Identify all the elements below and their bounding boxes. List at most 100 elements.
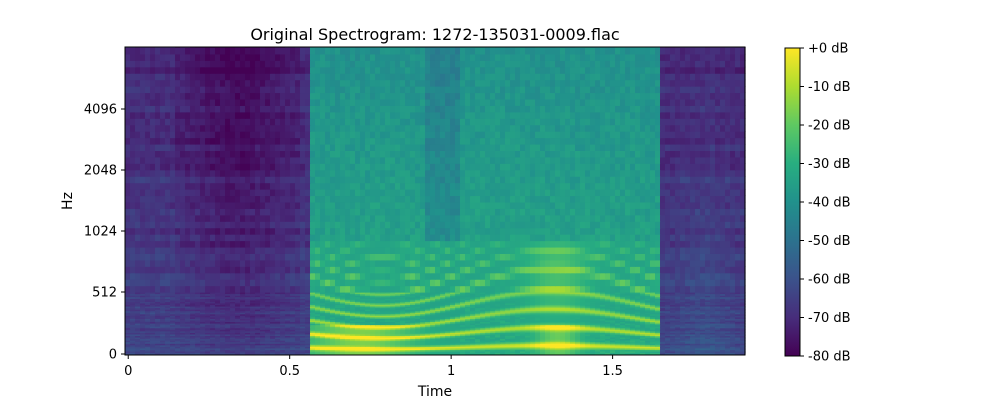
heatmap-cell	[560, 295, 566, 298]
heatmap-cell	[145, 318, 151, 321]
heatmap-cell	[250, 343, 256, 346]
heatmap-cell	[130, 352, 136, 355]
heatmap-cell	[325, 323, 331, 326]
heatmap-cell	[430, 292, 436, 295]
heatmap-cell	[700, 298, 706, 301]
heatmap-cell	[235, 338, 241, 341]
heatmap-cell	[355, 336, 361, 340]
heatmap-cell	[425, 335, 431, 338]
heatmap-cell	[420, 299, 426, 302]
heatmap-cell	[275, 285, 281, 293]
heatmap-cell	[260, 338, 266, 341]
heatmap-cell	[650, 295, 656, 298]
heatmap-cell	[310, 330, 316, 333]
heatmap-cell	[155, 333, 161, 336]
heatmap-cell	[165, 346, 171, 349]
heatmap-cell	[675, 336, 681, 340]
heatmap-cell	[605, 307, 611, 310]
heatmap-cell	[135, 321, 141, 324]
heatmap-cell	[480, 305, 486, 309]
heatmap-cell	[260, 312, 266, 315]
heatmap-cell	[185, 319, 191, 323]
heatmap-cell	[435, 296, 441, 299]
heatmap-cell	[140, 304, 146, 307]
heatmap-cell	[510, 310, 516, 313]
heatmap-cell	[405, 324, 411, 327]
heatmap-cell	[485, 304, 491, 307]
heatmap-cell	[480, 336, 486, 340]
heatmap-cell	[685, 312, 691, 315]
heatmap-cell	[575, 292, 581, 295]
heatmap-cell	[375, 352, 381, 355]
heatmap-cell	[430, 332, 436, 335]
heatmap-cell	[160, 343, 166, 346]
heatmap-cell	[555, 349, 561, 352]
heatmap-cell	[545, 329, 551, 332]
heatmap-cell	[720, 326, 726, 329]
heatmap-cell	[685, 310, 691, 313]
heatmap-cell	[205, 319, 211, 323]
heatmap-cell	[280, 340, 286, 343]
heatmap-cell	[560, 349, 566, 352]
heatmap-cell	[215, 296, 221, 299]
heatmap-cell	[575, 346, 581, 349]
heatmap-cell	[130, 326, 136, 329]
heatmap-cell	[260, 329, 266, 332]
heatmap-cell	[245, 321, 251, 324]
heatmap-cell	[315, 312, 321, 315]
heatmap-cell	[730, 350, 736, 354]
heatmap-cell	[255, 344, 261, 347]
heatmap-cell	[420, 340, 426, 343]
heatmap-cell	[415, 307, 421, 310]
heatmap-cell	[625, 335, 631, 338]
heatmap-cell	[635, 312, 641, 315]
heatmap-cell	[345, 324, 351, 327]
heatmap-cell	[455, 315, 461, 318]
heatmap-cell	[620, 333, 626, 336]
heatmap-cell	[500, 340, 506, 343]
heatmap-cell	[660, 315, 666, 318]
heatmap-cell	[345, 350, 351, 354]
heatmap-cell	[265, 316, 271, 319]
heatmap-cell	[430, 305, 436, 309]
heatmap-cell	[475, 326, 481, 329]
heatmap-cell	[690, 338, 696, 341]
heatmap-cell	[150, 352, 156, 355]
heatmap-cell	[360, 295, 366, 298]
heatmap-cell	[580, 304, 586, 307]
heatmap-cell	[415, 316, 421, 319]
heatmap-cell	[515, 344, 521, 347]
heatmap-cell	[245, 332, 251, 335]
heatmap-cell	[130, 330, 136, 333]
heatmap-cell	[740, 330, 746, 333]
heatmap-cell	[355, 310, 361, 313]
heatmap-cell	[570, 309, 576, 312]
heatmap-cell	[635, 293, 641, 296]
heatmap-cell	[300, 285, 306, 293]
heatmap-cell	[490, 295, 496, 298]
heatmap-cell	[585, 293, 591, 296]
heatmap-cell	[530, 309, 536, 312]
heatmap-cell	[155, 319, 161, 323]
heatmap-cell	[190, 312, 196, 315]
heatmap-cell	[135, 310, 141, 313]
heatmap-cell	[700, 332, 706, 335]
heatmap-cell	[720, 330, 726, 333]
heatmap-cell	[400, 296, 406, 299]
heatmap-cell	[695, 309, 701, 312]
heatmap-cell	[365, 330, 371, 333]
heatmap-cell	[205, 307, 211, 310]
heatmap-cell	[475, 329, 481, 332]
heatmap-cell	[455, 350, 461, 354]
heatmap-cell	[330, 349, 336, 352]
heatmap-cell	[535, 338, 541, 341]
heatmap-cell	[495, 340, 501, 343]
heatmap-cell	[170, 340, 176, 343]
heatmap-cell	[150, 304, 156, 307]
heatmap-cell	[500, 324, 506, 327]
heatmap-cell	[595, 336, 601, 340]
heatmap-cell	[670, 327, 676, 330]
heatmap-cell	[160, 344, 166, 347]
heatmap-cell	[545, 350, 551, 354]
heatmap-cell	[195, 327, 201, 330]
